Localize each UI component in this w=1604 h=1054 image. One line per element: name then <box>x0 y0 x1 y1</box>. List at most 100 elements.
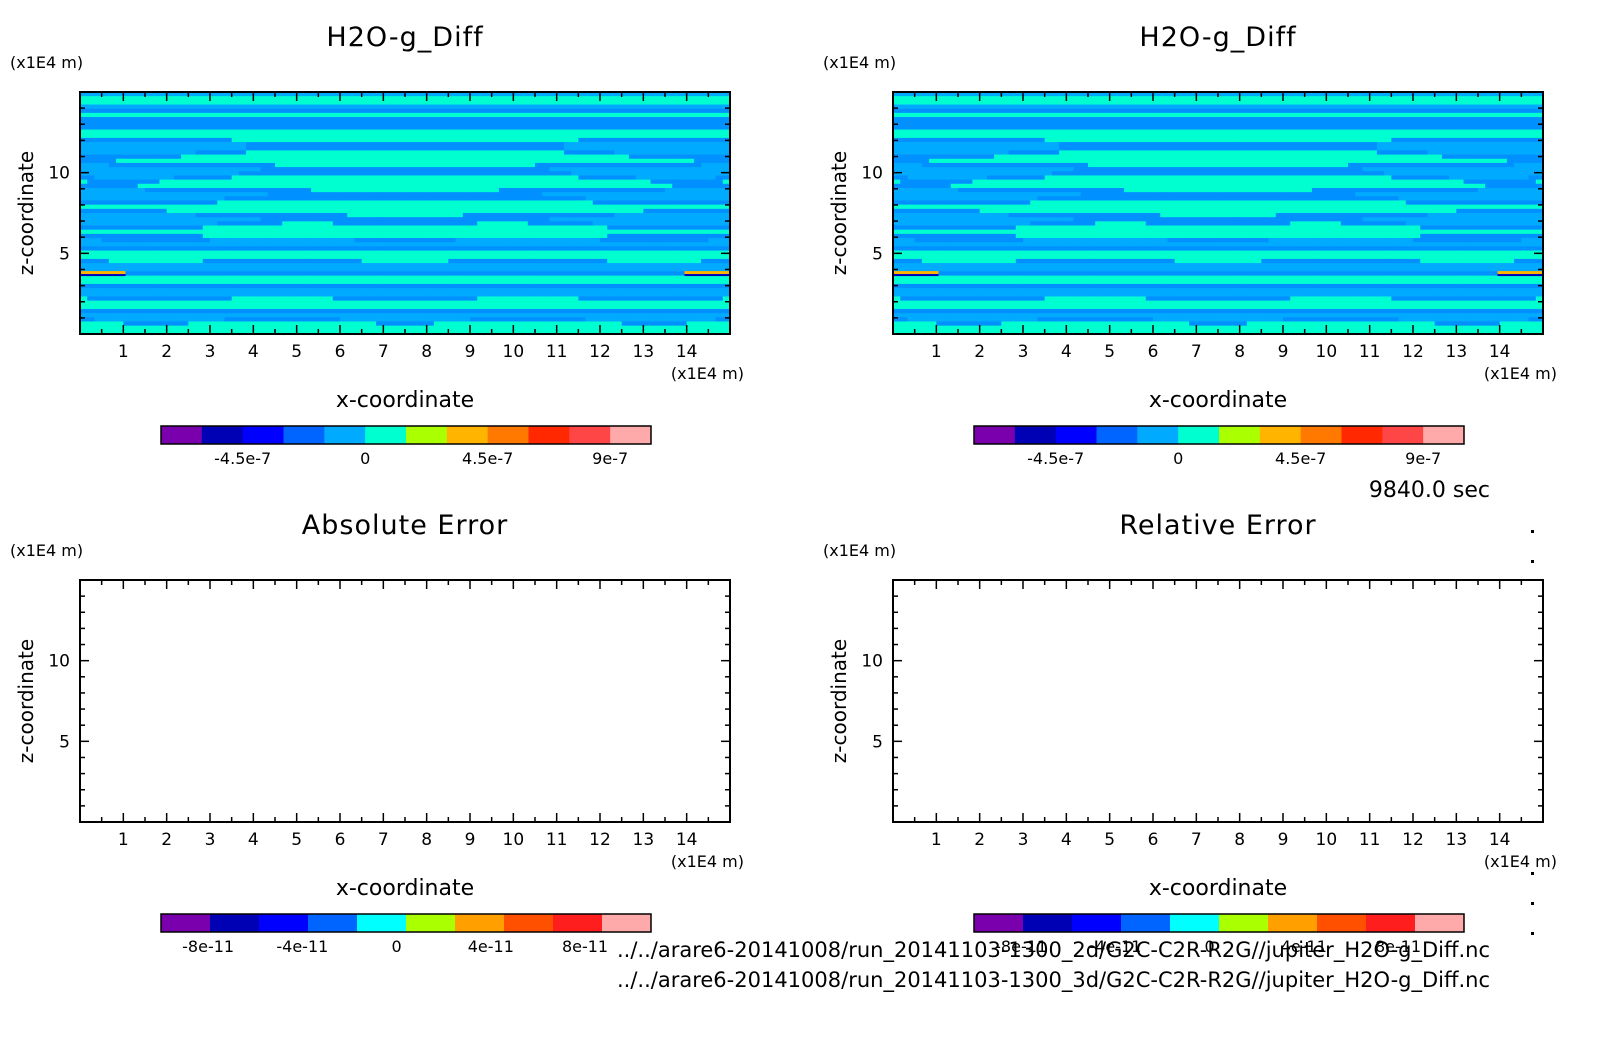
contour-cell <box>643 229 652 235</box>
contour-cell <box>397 175 406 181</box>
contour-cell <box>181 196 189 202</box>
contour-cell <box>419 308 428 314</box>
contour-cell <box>246 154 254 160</box>
contour-cell <box>332 112 341 118</box>
contour-cell <box>253 304 262 310</box>
contour-cell <box>621 288 630 293</box>
contour-cell <box>246 183 254 189</box>
contour-cell <box>722 192 731 197</box>
contour-cell <box>166 217 175 222</box>
contour-cell <box>282 192 291 197</box>
contour-cell <box>650 196 659 202</box>
contour-cell <box>94 238 103 243</box>
contour-cell <box>592 192 601 197</box>
contour-cell <box>462 192 471 197</box>
contour-cell <box>217 213 226 218</box>
contour-cell <box>260 246 269 252</box>
contour-cell <box>332 125 341 131</box>
contour-cell <box>130 137 139 143</box>
contour-cell <box>563 213 572 218</box>
contour-cell <box>426 204 435 210</box>
contour-cell <box>455 108 464 114</box>
contour-cell <box>87 117 96 122</box>
contour-cell <box>686 296 695 302</box>
contour-cell <box>693 292 702 298</box>
contour-cell <box>390 96 399 101</box>
contour-cell <box>173 171 182 177</box>
contour-cell <box>368 279 377 285</box>
contour-cell <box>506 117 514 122</box>
contour-cell <box>383 183 392 189</box>
contour-cell <box>318 242 327 247</box>
contour-cell <box>549 313 558 318</box>
contour-cell <box>520 233 529 239</box>
contour-cell <box>448 162 457 168</box>
contour-cell <box>506 104 514 110</box>
contour-cell <box>152 121 161 126</box>
contour-cell <box>166 162 175 168</box>
contour-cell <box>535 283 543 289</box>
contour-cell <box>455 192 464 197</box>
contour-cell <box>246 171 254 177</box>
contour-cell <box>397 242 406 247</box>
contour-cell <box>94 183 103 189</box>
contour-cell <box>643 238 652 243</box>
contour-cell <box>390 171 399 177</box>
contour-cell <box>210 208 218 214</box>
contour-cell <box>289 250 298 256</box>
contour-cell <box>657 313 666 318</box>
contour-cell <box>419 171 428 177</box>
contour-cell <box>130 179 139 185</box>
contour-cell <box>650 96 659 101</box>
contour-cell <box>123 300 132 306</box>
contour-cell <box>318 213 327 218</box>
contour-cell <box>311 271 319 277</box>
contour-cell <box>607 129 616 135</box>
contour-cell <box>368 246 377 252</box>
contour-cell <box>693 179 702 185</box>
contour-cell <box>267 171 276 177</box>
contour-cell <box>462 129 471 135</box>
contour-cell <box>614 92 623 97</box>
contour-cell <box>145 275 153 281</box>
contour-cell <box>94 187 103 193</box>
contour-cell <box>433 221 442 227</box>
contour-cell <box>267 150 276 156</box>
contour-cell <box>253 292 262 298</box>
contour-cell <box>188 275 197 281</box>
contour-cell <box>195 104 204 110</box>
contour-cell <box>405 108 413 114</box>
contour-cell <box>173 321 182 327</box>
contour-cell <box>282 133 291 139</box>
contour-cell <box>614 154 623 160</box>
contour-cell <box>166 96 175 101</box>
contour-cell <box>672 308 681 314</box>
contour-cell <box>289 238 298 243</box>
contour-cell <box>686 246 695 252</box>
contour-cell <box>296 213 305 218</box>
contour-cell <box>80 187 88 193</box>
contour-cell <box>173 267 182 273</box>
contour-cell <box>246 204 254 210</box>
contour-cell <box>571 208 579 214</box>
contour-cell <box>441 229 449 235</box>
contour-cell <box>210 229 218 235</box>
contour-cell <box>448 137 457 143</box>
contour-cell <box>535 279 543 285</box>
contour-cell <box>347 275 356 281</box>
contour-cell <box>563 192 572 197</box>
contour-cell <box>462 254 471 260</box>
contour-cell <box>571 250 579 256</box>
contour-cell <box>368 204 377 210</box>
contour-cell <box>477 238 486 243</box>
contour-cell <box>260 121 269 126</box>
contour-cell <box>137 246 146 252</box>
contour-cell <box>325 204 334 210</box>
contour-cell <box>94 242 103 247</box>
contour-cell <box>116 283 124 289</box>
contour-cell <box>520 254 529 260</box>
contour-cell <box>441 279 449 285</box>
contour-cell <box>210 283 218 289</box>
contour-cell <box>462 208 471 214</box>
contour-cell <box>672 254 681 260</box>
